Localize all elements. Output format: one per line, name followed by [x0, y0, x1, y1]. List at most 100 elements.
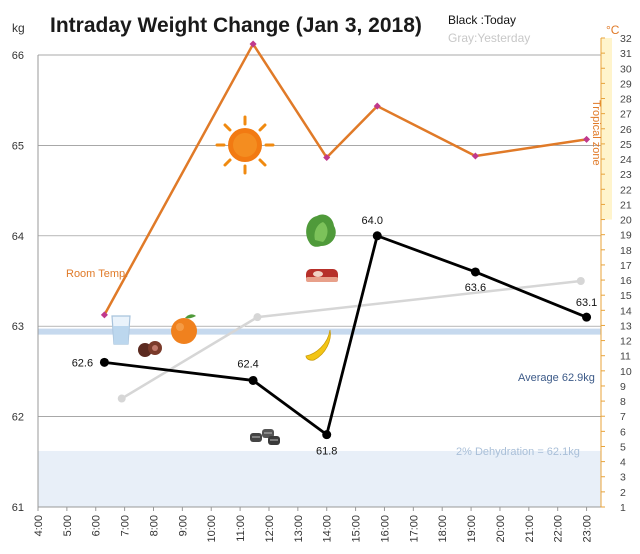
data-point-today [470, 267, 480, 277]
data-label: 63.1 [576, 297, 597, 309]
y-left-unit: kg [12, 21, 25, 35]
series-line-today [104, 234, 588, 437]
y-right-tick-label: 20 [620, 215, 632, 227]
legend-yesterday: Gray:Yesterday [448, 31, 530, 45]
data-point-yesterday [253, 313, 262, 322]
x-tick-label: 17:00 [408, 515, 420, 543]
data-label: 64.0 [362, 215, 383, 227]
x-tick-label: 5:00 [62, 515, 74, 536]
x-tick-label: 4:00 [33, 515, 45, 536]
y-right-tick-label: 22 [620, 184, 632, 196]
y-right-tick-label: 29 [620, 78, 632, 90]
data-point-yesterday [576, 277, 585, 285]
y-right-tick-label: 8 [620, 396, 626, 408]
y-right-tick-label: 2 [620, 487, 626, 499]
y-right-tick-label: 24 [620, 154, 632, 166]
y-right-tick-label: 30 [620, 63, 632, 75]
y-left-tick-label: 64 [12, 231, 24, 243]
room-temp-label: Room Temp. [66, 268, 128, 280]
tropical-zone-band [601, 38, 612, 220]
y-right-tick-label: 31 [620, 48, 632, 60]
y-right-tick-label: 4 [620, 457, 626, 469]
legend-today: Black :Today [448, 13, 516, 27]
x-tick-label: 12:00 [264, 515, 276, 543]
chart-title: Intraday Weight Change (Jan 3, 2018) [50, 14, 422, 37]
y-right-tick-label: 32 [620, 33, 632, 45]
y-right-tick-label: 27 [620, 109, 632, 121]
average-label: Average 62.9kg [518, 372, 595, 384]
banana-icon [305, 329, 331, 361]
data-label: 61.8 [316, 446, 337, 458]
y-right-tick-label: 25 [620, 139, 632, 151]
x-tick-label: 9:00 [177, 515, 189, 536]
y-right-tick-label: 17 [620, 260, 632, 272]
x-tick-label: 15:00 [351, 515, 363, 543]
x-tick-label: 19:00 [466, 515, 478, 543]
x-tick-label: 20:00 [495, 515, 507, 543]
data-label: 62.6 [72, 357, 93, 369]
y-right-tick-label: 26 [620, 124, 632, 136]
y-right-ticks: 1234567891011121314151617181920212223242… [601, 33, 632, 514]
y-right-tick-label: 13 [620, 320, 632, 332]
water-glass-icon [111, 315, 131, 345]
data-point-temperature [583, 135, 591, 143]
series-today [99, 231, 592, 440]
y-right-tick-label: 15 [620, 290, 632, 302]
y-left-tick-label: 61 [12, 502, 24, 514]
dehydration-label: 2% Dehydration = 62.1kg [456, 446, 580, 458]
x-ticks: 4:00 5:00 6:00 7:00 8:00 9:00 10:00 11:00 12:00 1… [33, 507, 594, 543]
x-tick-label: 8:00 [148, 515, 160, 536]
y-right-tick-label: 12 [620, 336, 632, 348]
data-point-today [322, 430, 332, 440]
data-point-today [372, 231, 382, 241]
series-yesterday [117, 277, 585, 403]
x-tick-label: 14:00 [322, 515, 334, 543]
x-tick-label: 11:00 [235, 515, 247, 542]
y-right-tick-label: 10 [620, 366, 632, 378]
x-tick-label: 23:00 [582, 515, 594, 543]
y-right-tick-label: 16 [620, 275, 632, 287]
y-right-tick-label: 5 [620, 441, 626, 453]
data-point-temperature [373, 102, 381, 110]
data-point-temperature [323, 153, 331, 162]
average-line [38, 328, 601, 335]
x-tick-label: 18:00 [437, 515, 449, 543]
y-right-tick-label: 9 [620, 381, 626, 393]
y-right-tick-label: 11 [620, 351, 631, 363]
data-point-today [582, 312, 592, 322]
y-right-tick-label: 1 [620, 502, 626, 514]
data-point-temperature [100, 311, 108, 319]
y-right-tick-label: 21 [620, 199, 632, 211]
y-left-tick-label: 63 [12, 321, 24, 333]
x-tick-label: 16:00 [379, 515, 391, 543]
x-tick-label: 22:00 [553, 515, 565, 543]
tropical-zone-label: Tropical zone [590, 100, 602, 166]
data-label: 62.4 [237, 358, 258, 370]
orange-icon [171, 314, 197, 344]
y-right-tick-label: 23 [620, 169, 632, 181]
y-left-tick-label: 66 [12, 50, 24, 62]
dehydration-band [38, 450, 601, 507]
y-right-tick-label: 7 [620, 411, 626, 423]
y-right-tick-label: 19 [620, 230, 632, 242]
y-right-tick-label: 3 [620, 472, 626, 484]
x-tick-label: 10:00 [206, 515, 218, 543]
pastry-icon [250, 429, 280, 445]
steak-icon [306, 269, 338, 282]
data-point-temperature [249, 40, 257, 48]
series-line-temperature [103, 42, 587, 316]
y-right-tick-label: 28 [620, 94, 632, 106]
x-tick-label: 7:00 [120, 515, 132, 536]
y-right-tick-label: 6 [620, 426, 626, 438]
sun-icon [215, 115, 275, 175]
y-left-tick-label: 62 [12, 412, 24, 424]
data-point-today [99, 357, 109, 367]
data-label: 63.6 [465, 282, 486, 294]
x-tick-label: 21:00 [524, 515, 536, 543]
data-point-today [248, 375, 258, 385]
sausage-icon [138, 341, 162, 357]
y-right-tick-label: 14 [620, 305, 632, 317]
data-labels: 62.6 62.4 61.8 64.0 63.6 63.1 [72, 215, 598, 458]
